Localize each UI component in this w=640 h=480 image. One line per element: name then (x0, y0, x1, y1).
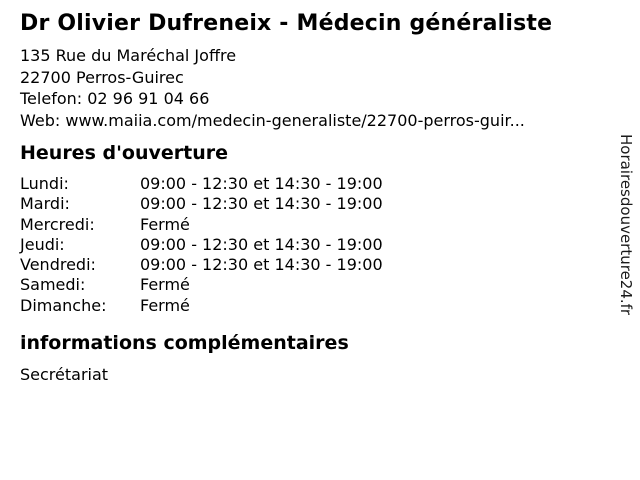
hours-day-label: Jeudi: (20, 234, 65, 254)
hours-heading: Heures d'ouverture (20, 142, 228, 164)
contact-block: 135 Rue du Maréchal Joffre 22700 Perros-… (20, 45, 600, 131)
address-line2: 22700 Perros-Guirec (20, 67, 184, 87)
hours-row-mercredi: Mercredi: Fermé (20, 215, 600, 235)
hours-table: Lundi: 09:00 - 12:30 et 14:30 - 19:00 Mar… (20, 174, 600, 316)
phone-line: Telefon: 02 96 91 04 66 (20, 88, 600, 110)
hours-row-mardi: Mardi: 09:00 - 12:30 et 14:30 - 19:00 (20, 194, 600, 214)
extra-info-text: Secrétariat (20, 365, 109, 385)
hours-time-value: 09:00 - 12:30 et 14:30 - 19:00 (140, 174, 383, 193)
hours-time-value: Fermé (140, 275, 190, 295)
hours-day-label: Samedi: (20, 275, 86, 295)
hours-row-dimanche: Dimanche: Fermé (20, 296, 600, 316)
hours-row-jeudi: Jeudi: 09:00 - 12:30 et 14:30 - 19:00 (20, 235, 600, 255)
page-title: Dr Olivier Dufreneix - Médecin généralis… (20, 11, 553, 36)
hours-day-label: Vendredi: (20, 255, 96, 275)
web-line: Web: www.maiia.com/medecin-generaliste/2… (20, 110, 600, 132)
hours-day-label: Mercredi: (20, 214, 95, 234)
hours-time-value: 09:00 - 12:30 et 14:30 - 19:00 (140, 234, 383, 254)
hours-time-value: 09:00 - 12:30 et 14:30 - 19:00 (140, 194, 383, 214)
web-url: www.maiia.com/medecin-generaliste/22700-… (65, 110, 525, 130)
hours-row-lundi: Lundi: 09:00 - 12:30 et 14:30 - 19:00 (20, 174, 600, 194)
hours-time-value: Fermé (140, 295, 190, 315)
hours-day-label: Mardi: (20, 194, 70, 214)
hours-day-label: Dimanche: (20, 295, 107, 315)
address-line1: 135 Rue du Maréchal Joffre (20, 46, 237, 65)
web-label: Web: (20, 110, 61, 130)
hours-day-label: Lundi: (20, 174, 69, 193)
watermark-site-name: Horairesdouverture24.fr (617, 134, 635, 316)
hours-time-value: 09:00 - 12:30 et 14:30 - 19:00 (140, 255, 383, 275)
phone-label: Telefon: (20, 89, 83, 108)
hours-row-samedi: Samedi: Fermé (20, 275, 600, 295)
phone-number: 02 96 91 04 66 (87, 89, 210, 108)
hours-row-vendredi: Vendredi: 09:00 - 12:30 et 14:30 - 19:00 (20, 255, 600, 275)
hours-time-value: Fermé (140, 214, 190, 234)
extra-info-heading: informations complémentaires (20, 332, 349, 355)
